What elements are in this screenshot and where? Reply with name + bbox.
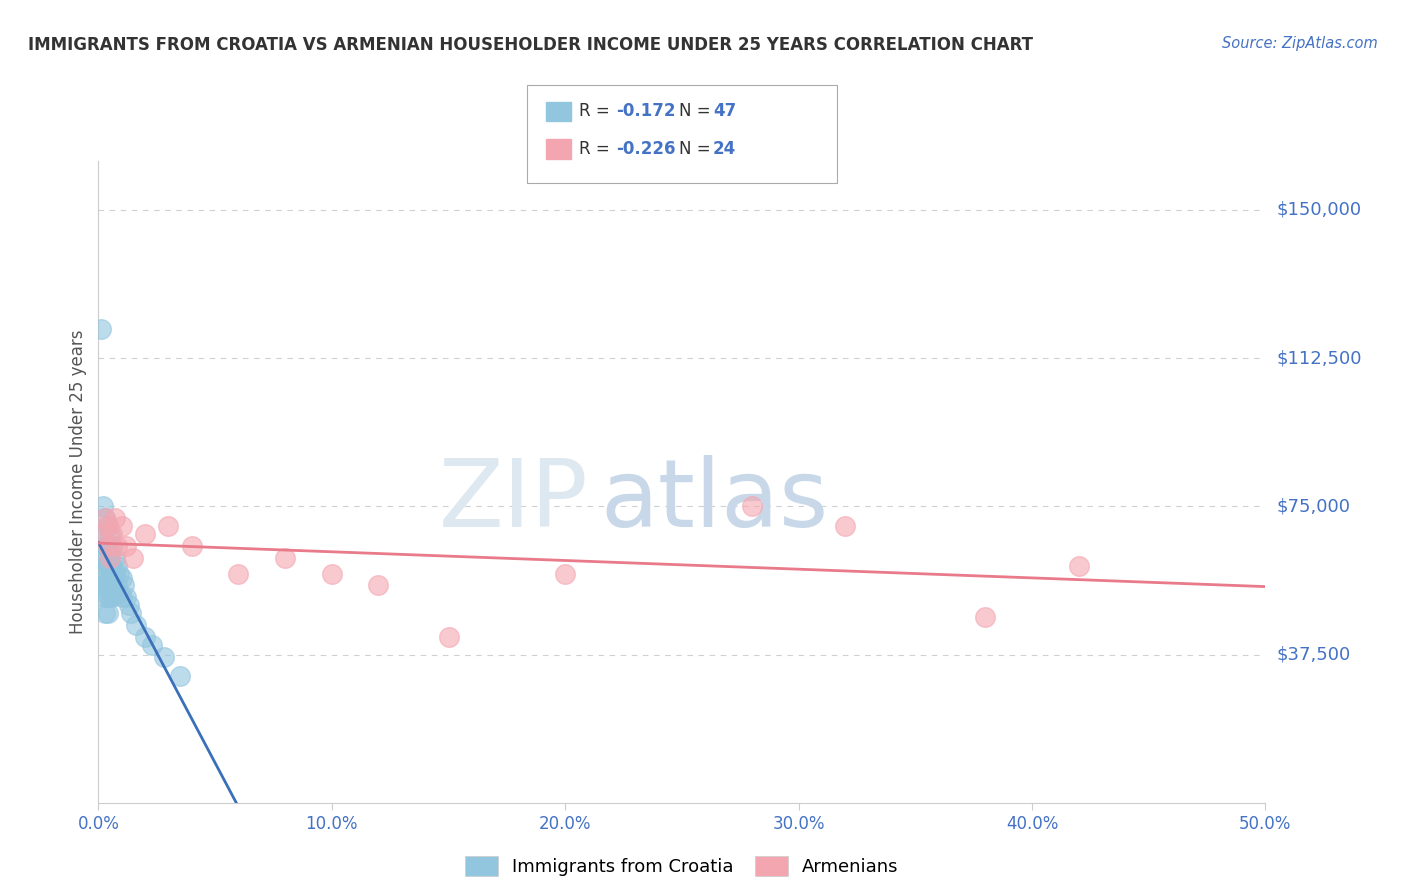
Point (321, 566, 343, 581)
Point (97, 519, 120, 533)
Point (367, 578, 389, 592)
Text: N =: N = (679, 103, 716, 120)
Text: atlas: atlas (600, 455, 828, 547)
Point (152, 649, 174, 664)
Point (105, 558, 128, 573)
Point (111, 591, 134, 605)
Point (94, 539, 117, 553)
Text: Source: ZipAtlas.com: Source: ZipAtlas.com (1222, 36, 1378, 51)
Point (91, 578, 114, 592)
Point (228, 566, 250, 581)
Text: N =: N = (679, 140, 716, 158)
Point (94, 558, 117, 573)
Point (94, 606, 117, 620)
Point (274, 550, 297, 565)
Point (94, 591, 117, 605)
Point (90, 578, 112, 592)
Point (741, 500, 763, 514)
Point (97, 539, 120, 553)
Point (134, 630, 156, 644)
Point (118, 598, 141, 612)
Point (91, 527, 114, 541)
Point (90, 321, 112, 335)
Point (105, 578, 128, 592)
Text: -0.226: -0.226 (616, 140, 675, 158)
Point (91, 527, 114, 541)
Point (101, 539, 124, 553)
Text: ZIP: ZIP (439, 455, 589, 547)
Point (101, 558, 124, 573)
Point (97, 539, 120, 553)
Point (141, 638, 163, 652)
Point (134, 527, 156, 541)
Text: IMMIGRANTS FROM CROATIA VS ARMENIAN HOUSEHOLDER INCOME UNDER 25 YEARS CORRELATIO: IMMIGRANTS FROM CROATIA VS ARMENIAN HOUS… (28, 36, 1033, 54)
Point (97, 578, 120, 592)
Text: $150,000: $150,000 (1277, 201, 1361, 219)
Text: R =: R = (579, 103, 616, 120)
Point (437, 630, 460, 644)
Text: 47: 47 (713, 103, 737, 120)
Point (115, 591, 138, 605)
Point (111, 570, 134, 584)
Point (108, 566, 131, 581)
Point (112, 578, 135, 592)
Point (180, 539, 202, 553)
Point (98, 558, 121, 573)
Point (104, 511, 127, 525)
Point (554, 566, 576, 581)
Legend: Immigrants from Croatia, Armenians: Immigrants from Croatia, Armenians (458, 848, 905, 884)
Point (125, 618, 148, 632)
Point (98, 550, 121, 565)
Y-axis label: Householder Income Under 25 years: Householder Income Under 25 years (69, 329, 87, 634)
Point (98, 547, 121, 561)
Point (94, 511, 117, 525)
Point (90, 550, 112, 565)
Text: $37,500: $37,500 (1277, 646, 1351, 664)
Point (111, 519, 134, 533)
Text: $75,000: $75,000 (1277, 498, 1351, 516)
Point (1067, 558, 1090, 573)
Point (834, 519, 856, 533)
Point (101, 591, 124, 605)
Point (104, 550, 127, 565)
Point (169, 669, 191, 683)
Point (120, 606, 142, 620)
Point (101, 570, 124, 584)
Point (98, 570, 121, 584)
Point (157, 519, 180, 533)
Point (115, 539, 138, 553)
Text: $112,500: $112,500 (1277, 349, 1362, 368)
Point (94, 511, 117, 525)
Point (97, 519, 120, 533)
Point (104, 586, 127, 600)
Point (97, 566, 120, 581)
Text: -0.172: -0.172 (616, 103, 675, 120)
Point (94, 578, 117, 592)
Point (97, 558, 120, 573)
Point (97, 606, 120, 620)
Point (98, 527, 121, 541)
Point (98, 591, 121, 605)
Text: 24: 24 (713, 140, 737, 158)
Point (108, 586, 131, 600)
Point (974, 610, 997, 624)
Point (101, 527, 124, 541)
Text: R =: R = (579, 140, 616, 158)
Point (122, 550, 145, 565)
Point (91, 550, 114, 565)
Point (97, 591, 120, 605)
Point (104, 566, 127, 581)
Point (91, 500, 114, 514)
Point (105, 539, 128, 553)
